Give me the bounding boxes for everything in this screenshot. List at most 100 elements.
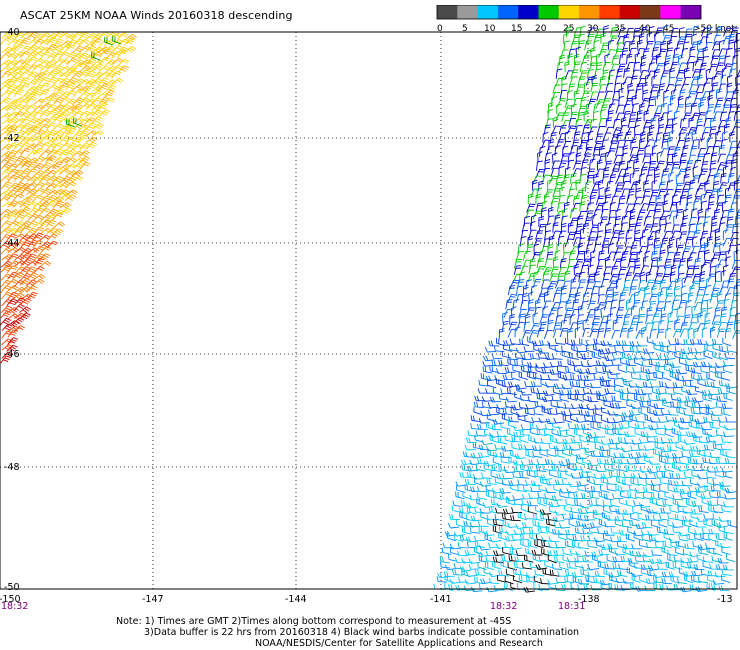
wind-barb — [625, 499, 636, 508]
wind-barb — [606, 449, 617, 459]
wind-barb — [662, 24, 669, 37]
wind-barb — [8, 99, 21, 106]
wind-barb — [626, 159, 634, 171]
wind-barb — [630, 473, 642, 479]
wind-barb — [662, 540, 673, 549]
wind-barb — [505, 396, 518, 403]
wind-barb — [71, 84, 84, 92]
wind-barb — [659, 583, 671, 590]
wind-barb — [52, 71, 65, 78]
wind-barb — [609, 140, 618, 150]
wind-barb — [73, 89, 84, 98]
wind-barb — [526, 371, 537, 380]
wind-barb — [470, 415, 481, 423]
wind-barb — [655, 194, 662, 206]
wind-barb — [26, 143, 39, 150]
wind-barb — [78, 31, 90, 40]
wind-barb — [518, 308, 527, 319]
wind-barb — [464, 549, 476, 556]
wind-barb — [19, 70, 32, 78]
wind-barb — [718, 352, 729, 361]
wind-barb — [547, 579, 559, 585]
wind-barb — [727, 244, 737, 255]
wind-barb — [690, 76, 700, 86]
wind-barb — [457, 542, 469, 549]
wind-barb — [489, 434, 499, 444]
wind-barb — [619, 393, 630, 401]
wind-barb — [628, 251, 638, 262]
wind-barb — [590, 321, 600, 331]
wind-barb — [498, 526, 509, 534]
wind-barb — [723, 424, 736, 431]
wind-barb — [670, 540, 680, 550]
wind-barb — [564, 166, 571, 178]
wind-barb — [523, 346, 535, 352]
wind-barb — [685, 364, 696, 373]
wind-barb — [32, 232, 44, 241]
wind-barb — [716, 194, 725, 205]
wind-barb — [65, 121, 76, 130]
wind-barb — [602, 132, 612, 142]
wind-barb — [634, 291, 640, 303]
wind-barb — [1, 291, 13, 300]
wind-barb — [724, 55, 731, 67]
wind-barb — [720, 270, 727, 282]
wind-barb — [444, 564, 457, 571]
wind-barb — [33, 274, 46, 281]
wind-barb — [542, 306, 549, 317]
wind-barb — [620, 222, 628, 233]
wind-barb — [652, 208, 662, 219]
wind-barb — [604, 194, 612, 205]
wind-barb — [591, 416, 602, 424]
wind-barb — [64, 44, 76, 53]
wind-barb — [124, 37, 136, 46]
wind-barb — [531, 179, 538, 191]
wind-barb — [640, 564, 653, 570]
wind-barb — [617, 458, 630, 465]
wind-barb — [622, 514, 633, 522]
wind-barb — [453, 562, 465, 570]
wind-barb — [533, 408, 544, 416]
wind-barb — [706, 137, 713, 149]
wind-barb — [549, 132, 557, 143]
wind-barb — [596, 159, 603, 171]
wind-barb — [39, 142, 51, 150]
wind-barb — [671, 299, 680, 310]
wind-barb — [708, 389, 720, 396]
wind-barb — [604, 521, 616, 528]
wind-barb — [630, 403, 642, 410]
wind-barb — [710, 485, 721, 492]
wind-barb — [609, 306, 617, 318]
wind-barb — [632, 264, 641, 275]
wind-barb — [650, 520, 661, 529]
wind-barb — [638, 407, 648, 416]
wind-barb — [545, 118, 554, 129]
wind-barb — [697, 473, 709, 480]
wind-barb — [1, 124, 14, 131]
wind-barb — [665, 561, 675, 570]
wind-barb — [557, 230, 567, 240]
wind-barb — [664, 222, 672, 233]
wind-barb — [598, 549, 610, 556]
wind-barb — [551, 465, 562, 472]
wind-barb — [528, 229, 537, 240]
wind-barb — [519, 271, 525, 283]
wind-barb — [564, 130, 571, 142]
wind-barb — [602, 366, 613, 374]
wind-barb — [66, 69, 78, 78]
wind-barb — [46, 149, 59, 157]
wind-barb — [714, 236, 721, 248]
wind-barb — [565, 337, 575, 347]
wind-barb — [663, 259, 672, 269]
wind-barb — [517, 485, 528, 493]
wind-barb — [538, 215, 545, 227]
wind-barb — [620, 215, 628, 226]
wind-barb — [654, 273, 664, 283]
wind-barb — [645, 542, 657, 549]
wind-barb — [708, 528, 720, 535]
wind-barb — [606, 554, 617, 563]
wind-barb — [459, 507, 470, 514]
wind-barb — [713, 172, 720, 184]
wind-barb — [673, 110, 680, 122]
wind-barb — [711, 145, 720, 156]
